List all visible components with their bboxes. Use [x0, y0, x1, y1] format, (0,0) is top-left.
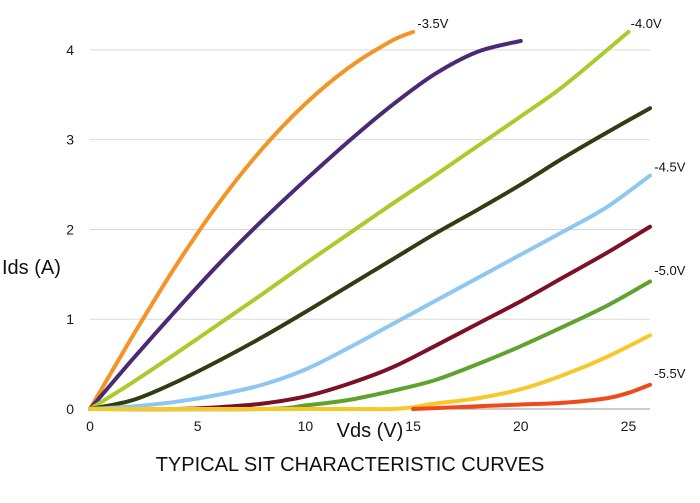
series-line-3 [88, 29, 631, 411]
series-line-1 [88, 29, 416, 411]
y-tick-labels: 0 1 2 3 4 [66, 42, 74, 417]
y-tick-label: 2 [66, 221, 74, 237]
series-line-2 [88, 38, 523, 411]
chart-caption: TYPICAL SIT CHARACTERISTIC CURVES [156, 454, 545, 476]
x-tick-labels: 0 5 10 15 20 25 [86, 418, 636, 434]
x-axis-title: Vds (V) [337, 420, 404, 442]
x-tick-label: 10 [298, 418, 314, 434]
series-line-7 [88, 279, 652, 412]
y-tick-label: 4 [66, 42, 74, 58]
x-tick-label: 0 [86, 418, 94, 434]
gridlines [90, 49, 650, 320]
series-line-4 [88, 106, 652, 411]
y-axis-title: Ids (A) [2, 257, 61, 279]
curve-labels: -3.5V -4.0V -4.5V -5.0V -5.5V [417, 16, 685, 381]
x-tick-label: 5 [194, 418, 202, 434]
curve-label: -5.5V [654, 366, 685, 381]
curve-label: -4.5V [654, 160, 685, 175]
y-tick-label: 3 [66, 132, 74, 148]
series-line-9 [411, 382, 652, 411]
curve-label: -5.0V [654, 263, 685, 278]
y-tick-label: 1 [66, 311, 74, 327]
series-lines [88, 29, 652, 412]
y-tick-label: 0 [66, 401, 74, 417]
curve-label: -4.0V [631, 16, 662, 31]
x-tick-label: 20 [513, 418, 529, 434]
series-line-8 [88, 333, 652, 412]
x-tick-label: 25 [621, 418, 637, 434]
x-tick-label: 15 [405, 418, 421, 434]
series-line-5 [88, 173, 652, 411]
curve-label: -3.5V [417, 16, 448, 31]
